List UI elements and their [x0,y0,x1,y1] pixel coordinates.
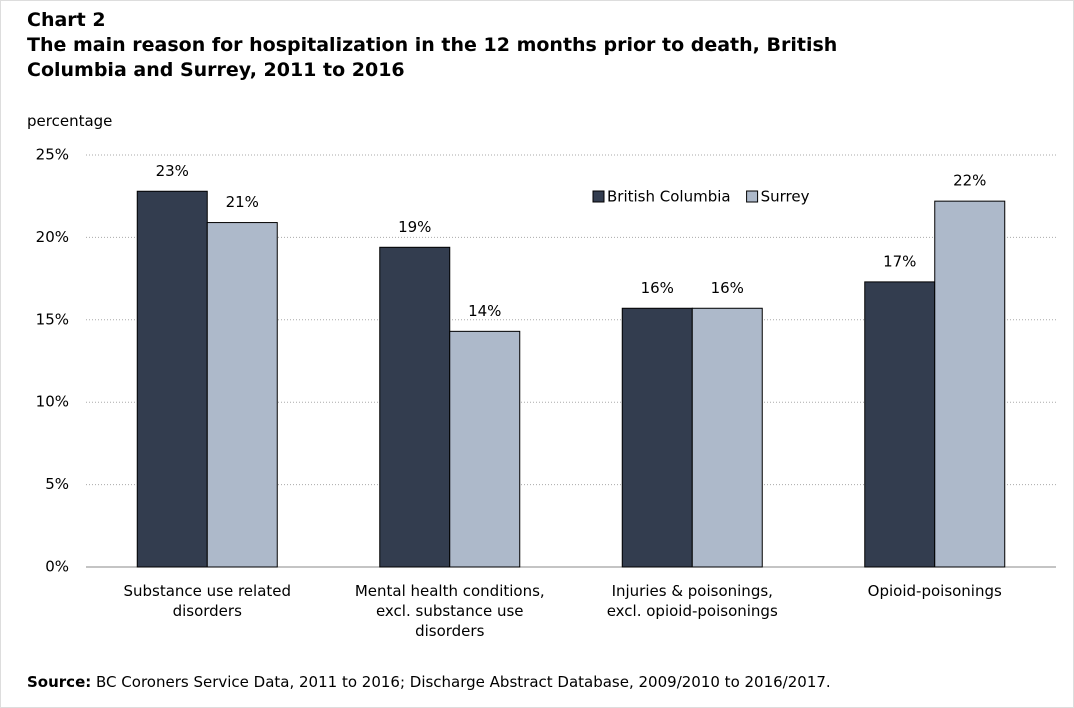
y-tick-label: 25% [36,146,69,164]
bar [934,200,1006,568]
y-tick-label: 20% [36,228,69,246]
source-text: BC Coroners Service Data, 2011 to 2016; … [96,673,831,691]
data-label: 16% [711,279,744,297]
data-label: 22% [953,172,986,190]
bar [864,281,936,568]
x-tick-label: Opioid-poisonings [867,582,1002,600]
legend-label: British Columbia [607,188,731,206]
chart-title: The main reason for hospitalization in t… [27,34,838,81]
bar [621,307,693,568]
y-tick-label: 5% [45,475,69,493]
chart-label: Chart 2 [27,9,106,31]
legend-label: Surrey [761,188,810,206]
x-tick-label: Mental health conditions, excl. substanc… [354,582,545,640]
x-tick-label: Injuries & poisonings, excl. opioid-pois… [606,582,778,620]
bar [206,222,278,568]
bar [136,190,208,568]
bar [379,246,451,568]
data-label: 17% [883,252,916,270]
legend-swatch [746,190,759,203]
data-label: 19% [398,218,431,236]
data-label: 21% [226,193,259,211]
legend-swatch [592,190,605,203]
bar [691,307,763,568]
y-axis-label: percentage [27,112,113,130]
data-label: 14% [468,302,501,320]
source-label: Source: [27,673,92,691]
x-tick-label: Substance use related disorders [123,582,292,620]
data-label: 16% [641,279,674,297]
y-tick-label: 15% [36,310,69,328]
source: Source: BC Coroners Service Data, 2011 t… [27,673,831,691]
bar [449,330,521,568]
data-label: 23% [156,162,189,180]
y-tick-label: 0% [45,558,69,576]
y-tick-label: 10% [36,393,69,411]
